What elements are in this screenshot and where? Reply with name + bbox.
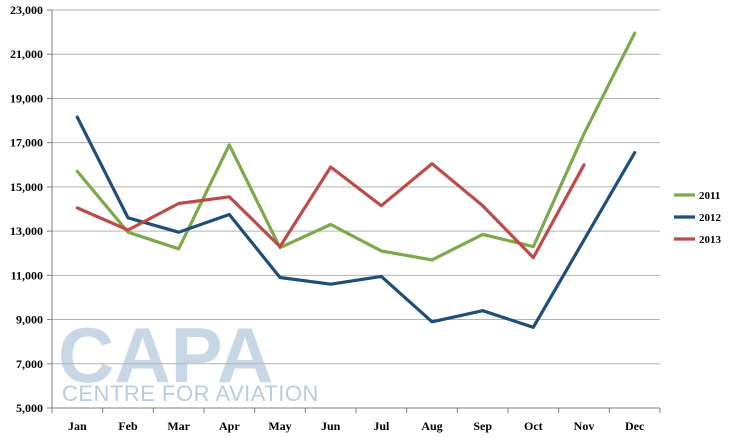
y-tick-label: 7,000 <box>16 357 43 371</box>
y-tick-label: 17,000 <box>10 136 43 150</box>
series-line-2012 <box>75 115 637 329</box>
x-tick-label: Nov <box>574 419 595 433</box>
x-axis-ticks: Jan Feb Mar Apr May Jun Jul Aug Sep Oct Nov Dec <box>51 408 661 433</box>
legend-label-2011: 2011 <box>699 190 720 202</box>
y-tick-label: 23,000 <box>10 3 43 17</box>
y-tick-label: 21,000 <box>10 47 43 61</box>
x-tick-label: Jul <box>373 419 390 433</box>
x-tick-label: Aug <box>421 419 442 433</box>
x-tick-label: Mar <box>167 419 190 433</box>
x-tick-label: Sep <box>473 419 492 433</box>
y-tick-label: 9,000 <box>16 313 43 327</box>
x-tick-label: May <box>268 419 291 433</box>
y-tick-label: 19,000 <box>10 91 43 105</box>
x-tick-label: Jan <box>68 419 87 433</box>
y-tick-label: 5,000 <box>16 401 43 415</box>
y-tick-label: 13,000 <box>10 224 43 238</box>
series-line-2011 <box>75 31 637 262</box>
series-lines <box>75 31 637 329</box>
capa-watermark: CAPA CENTRE FOR AVIATION <box>58 311 319 406</box>
y-tick-label: 11,000 <box>11 268 43 282</box>
legend: 2011 2012 2013 <box>674 190 722 246</box>
x-tick-label: Feb <box>118 419 138 433</box>
series-line-2013 <box>75 162 586 260</box>
x-tick-label: Apr <box>219 419 240 433</box>
watermark-subtitle: CENTRE FOR AVIATION <box>62 381 319 406</box>
x-tick-label: Oct <box>524 419 543 433</box>
x-tick-label: Dec <box>625 419 645 433</box>
watermark-logo-text: CAPA <box>58 311 273 399</box>
legend-label-2013: 2013 <box>699 234 722 246</box>
y-tick-label: 15,000 <box>10 180 43 194</box>
y-axis-ticks: 5,000 7,000 9,000 11,000 13,000 15,000 17,000 1… <box>10 3 43 415</box>
x-tick-label: Jun <box>321 419 341 433</box>
legend-label-2012: 2012 <box>699 212 722 224</box>
